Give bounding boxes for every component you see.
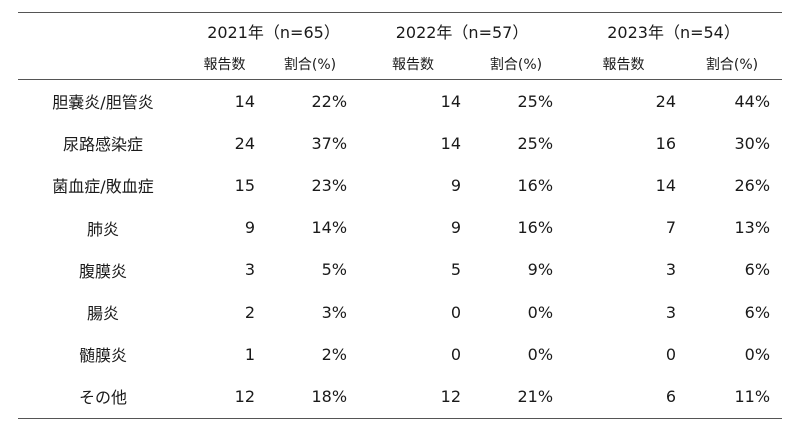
percent-cell: 6% bbox=[744, 260, 771, 280]
count-cell: 14 bbox=[655, 175, 677, 195]
year-header-2022: 2022年（n=57） bbox=[359, 12, 566, 49]
row-label: 菌血症/敗血症 bbox=[52, 177, 154, 197]
percent-cell: 22% bbox=[311, 91, 348, 111]
percent-cell: 44% bbox=[734, 91, 771, 111]
count-header-2023: 報告数 bbox=[565, 49, 683, 80]
count-cell: 3 bbox=[244, 260, 255, 280]
count-cell: 3 bbox=[665, 302, 677, 322]
count-cell: 6 bbox=[565, 375, 683, 419]
percent-cell: 14% bbox=[311, 218, 348, 238]
count-cell: 9 bbox=[450, 218, 462, 238]
percent-cell: 5% bbox=[321, 260, 348, 280]
row-label: 腹膜炎 bbox=[78, 261, 127, 281]
table-row: 肺炎 9 14% 9 16% 7 13% bbox=[18, 207, 782, 249]
count-cell: 14 bbox=[440, 91, 462, 111]
count-cell: 15 bbox=[234, 175, 255, 195]
count-cell: 1 bbox=[244, 344, 255, 364]
percent-cell: 11% bbox=[682, 375, 783, 419]
count-cell: 9 bbox=[244, 218, 255, 238]
percent-cell: 6% bbox=[744, 302, 771, 322]
count-cell: 24 bbox=[655, 91, 677, 111]
row-label: 尿路感染症 bbox=[62, 135, 143, 155]
count-cell: 0 bbox=[665, 344, 677, 364]
table-row: 菌血症/敗血症 15 23% 9 16% 14 26% bbox=[18, 164, 782, 206]
percent-cell: 26% bbox=[734, 175, 771, 195]
percent-cell: 3% bbox=[321, 302, 348, 322]
corner-cell bbox=[18, 12, 188, 49]
year-header-2023: 2023年（n=54） bbox=[565, 12, 783, 49]
count-cell: 5 bbox=[450, 260, 462, 280]
count-cell: 12 bbox=[188, 375, 261, 419]
row-label: その他 bbox=[18, 375, 188, 419]
count-cell: 7 bbox=[665, 218, 677, 238]
pct-header-2022: 割合(%) bbox=[467, 49, 566, 80]
corner-cell-sub bbox=[18, 49, 188, 80]
sub-header-row: 報告数 割合(%) 報告数 割合(%) 報告数 割合(%) bbox=[18, 49, 783, 80]
table-row: 腸炎 2 3% 0 0% 3 6% bbox=[18, 291, 782, 333]
year-header-row: 2021年（n=65） 2022年（n=57） 2023年（n=54） bbox=[18, 12, 783, 49]
count-header-2022: 報告数 bbox=[359, 49, 468, 80]
percent-cell: 16% bbox=[517, 175, 554, 195]
percent-cell: 2% bbox=[321, 344, 348, 364]
percent-cell: 37% bbox=[311, 133, 348, 153]
table-row: 尿路感染症 24 37% 14 25% 16 30% bbox=[18, 122, 782, 164]
count-cell: 12 bbox=[359, 375, 468, 419]
percent-cell: 25% bbox=[517, 133, 554, 153]
percent-cell: 16% bbox=[517, 218, 554, 238]
table-row: 髄膜炎 1 2% 0 0% 0 0% bbox=[18, 333, 782, 375]
percent-cell: 18% bbox=[261, 375, 360, 419]
pct-header-2021: 割合(%) bbox=[261, 49, 360, 80]
table-row: 腹膜炎 3 5% 5 9% 3 6% bbox=[18, 249, 782, 291]
percent-cell: 0% bbox=[527, 302, 554, 322]
table-row: 胆嚢炎/胆管炎 14 22% 14 25% 24 44% bbox=[18, 80, 782, 123]
count-cell: 3 bbox=[665, 260, 677, 280]
row-label: 腸炎 bbox=[86, 304, 119, 324]
percent-cell: 25% bbox=[517, 91, 554, 111]
count-cell: 24 bbox=[234, 133, 255, 153]
count-cell: 2 bbox=[244, 302, 255, 322]
percent-cell: 21% bbox=[467, 375, 566, 419]
row-label: 肺炎 bbox=[86, 219, 119, 239]
pct-header-2023: 割合(%) bbox=[682, 49, 783, 80]
count-cell: 9 bbox=[450, 175, 462, 195]
percent-cell: 0% bbox=[744, 344, 771, 364]
count-cell: 14 bbox=[440, 133, 462, 153]
percent-cell: 0% bbox=[527, 344, 554, 364]
percent-cell: 30% bbox=[734, 133, 771, 153]
count-cell: 16 bbox=[655, 133, 677, 153]
count-header-2021: 報告数 bbox=[188, 49, 261, 80]
table-row: その他 12 18% 12 21% 6 11% bbox=[18, 375, 783, 419]
row-label: 胆嚢炎/胆管炎 bbox=[52, 93, 154, 113]
row-label: 髄膜炎 bbox=[78, 346, 127, 366]
percent-cell: 23% bbox=[311, 175, 348, 195]
percent-cell: 9% bbox=[527, 260, 554, 280]
year-header-2021: 2021年（n=65） bbox=[188, 12, 360, 49]
table-body: 胆嚢炎/胆管炎 14 22% 14 25% 24 44% 尿路感染症 24 37% 14 25% 16 3… bbox=[18, 80, 783, 419]
count-cell: 0 bbox=[450, 302, 462, 322]
percent-cell: 13% bbox=[734, 218, 771, 238]
count-cell: 14 bbox=[234, 91, 255, 111]
count-cell: 0 bbox=[450, 344, 462, 364]
infection-report-table: 2021年（n=65） 2022年（n=57） 2023年（n=54） 報告数 … bbox=[18, 12, 783, 419]
